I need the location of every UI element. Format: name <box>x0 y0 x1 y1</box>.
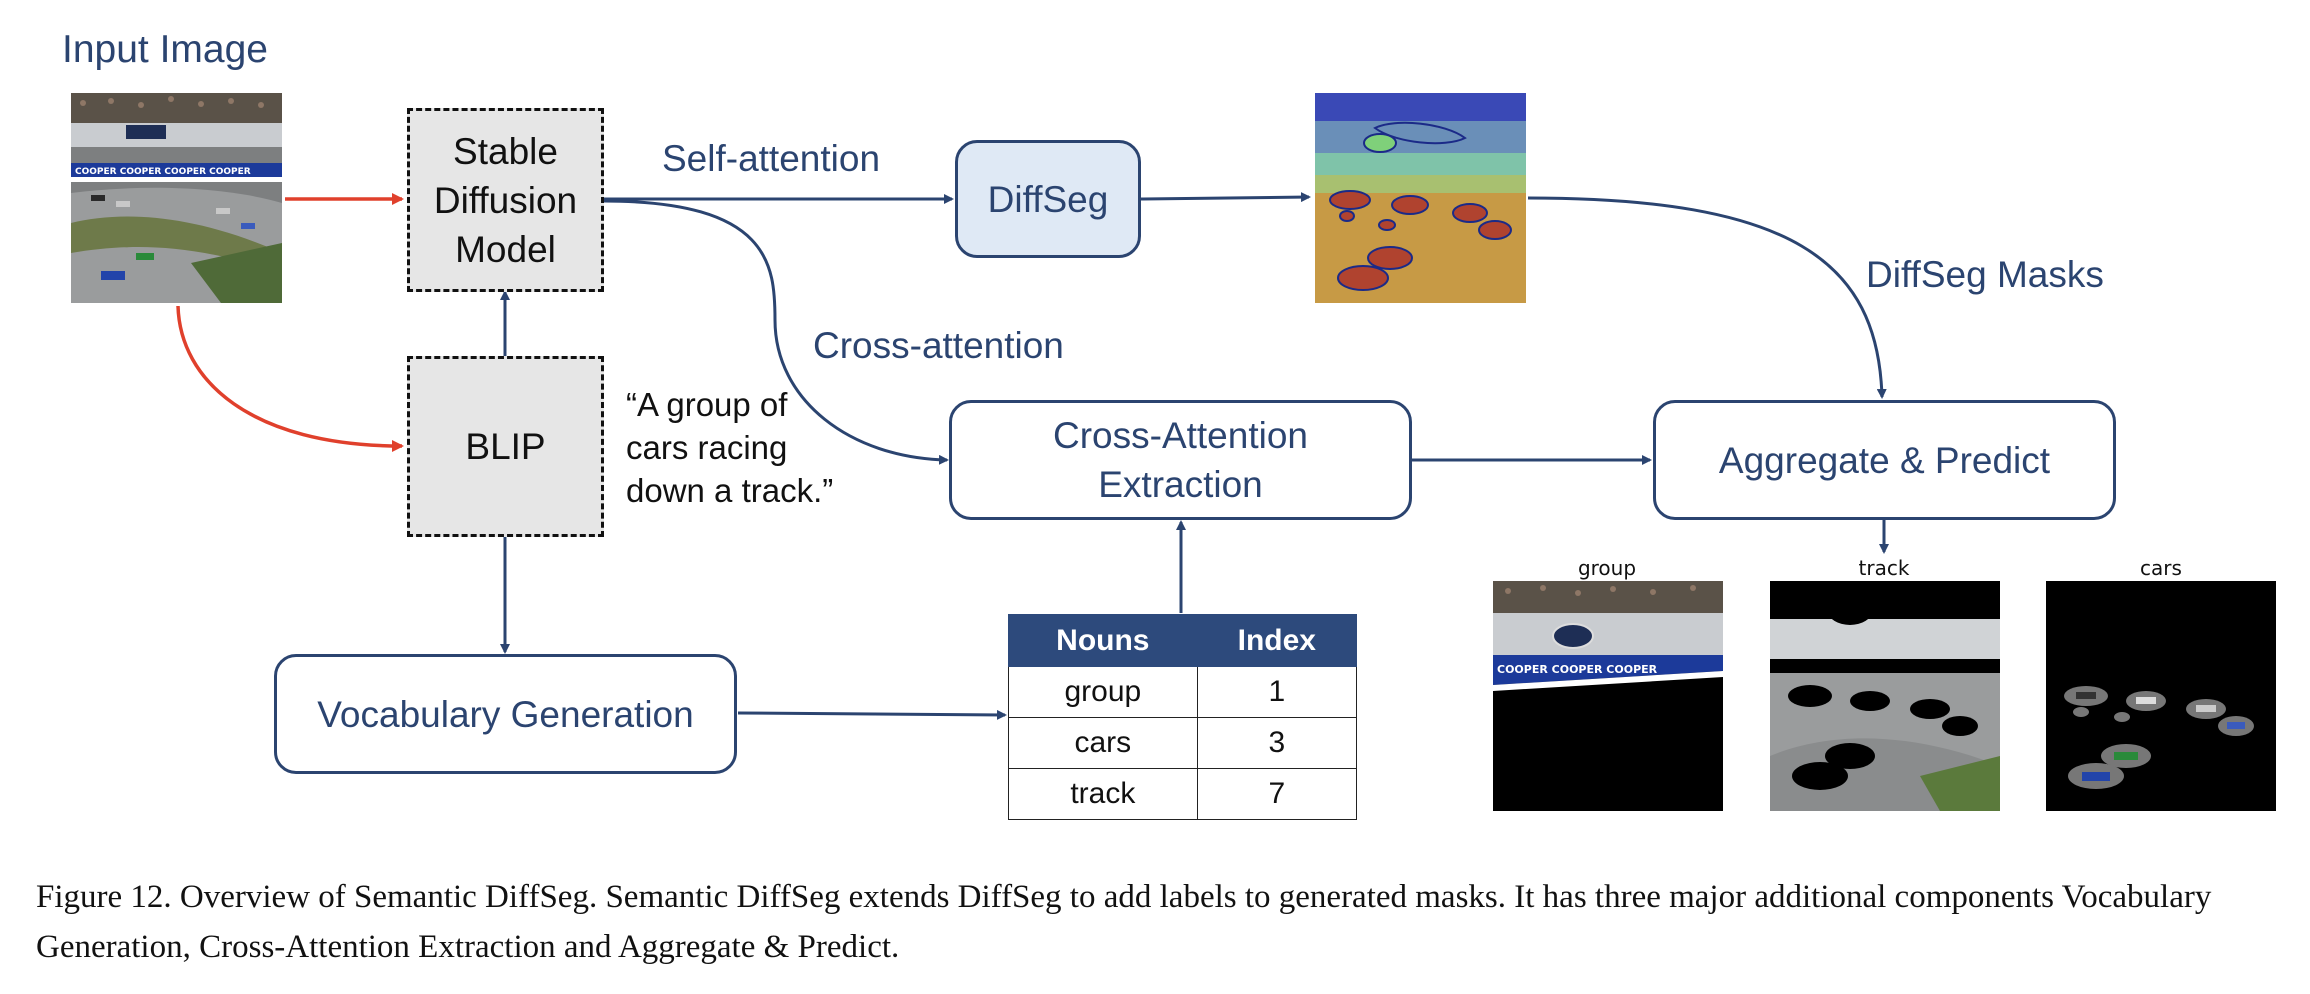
table-row: group 1 <box>1008 666 1358 718</box>
stable-diffusion-line-3: Model <box>455 228 556 270</box>
index-cell: 3 <box>1196 717 1358 769</box>
self-attention-label: Self-attention <box>662 138 881 179</box>
figure-caption: Figure 12. Overview of Semantic DiffSeg.… <box>36 879 2212 965</box>
diffseg-masks-label: DiffSeg Masks <box>1866 254 2104 295</box>
output-mask-cars <box>2046 581 2276 811</box>
nouns-header: Nouns <box>1008 614 1198 667</box>
aggregate-predict-node: Aggregate & Predict <box>1653 400 2116 520</box>
output-mask-track <box>1770 581 2000 811</box>
svg-text:COOPER COOPER COOPER: COOPER COOPER COOPER <box>1497 663 1658 676</box>
noun-cell: track <box>1008 768 1198 820</box>
arrow-input-to-blip <box>176 305 404 452</box>
aggregate-predict-label: Aggregate & Predict <box>1718 439 2051 481</box>
nouns-table: Nouns Index group 1 cars 3 track 7 <box>1008 614 1358 820</box>
table-row: track 7 <box>1008 768 1358 820</box>
quote-line-3: down a track.” <box>626 472 834 509</box>
arrow-vocab-to-table <box>737 709 1007 720</box>
stable-diffusion-line-1: Stable <box>453 130 558 172</box>
noun-cell: cars <box>1008 717 1198 769</box>
output-label-group: group <box>1577 556 1637 580</box>
input-image-label: Input Image <box>62 28 268 71</box>
nouns-table-header: Nouns Index <box>1008 614 1358 667</box>
svg-text:COOPER COOPER COOPER COOPER: COOPER COOPER COOPER COOPER <box>75 167 251 177</box>
index-cell: 1 <box>1196 666 1358 718</box>
stable-diffusion-node: Stable Diffusion Model <box>407 108 604 292</box>
noun-cell: group <box>1008 666 1198 718</box>
input-image: COOPER COOPER COOPER COOPER <box>71 93 282 303</box>
cross-attention-extraction-node: Cross-Attention Extraction <box>949 400 1412 520</box>
diffseg-node: DiffSeg <box>955 140 1141 258</box>
quote-line-2: cars racing <box>626 429 788 466</box>
index-cell: 7 <box>1196 768 1358 820</box>
stable-diffusion-line-2: Diffusion <box>433 179 578 221</box>
table-row: cars 3 <box>1008 717 1358 769</box>
arrow-cross-attention <box>603 199 949 465</box>
blip-node: BLIP <box>407 356 604 537</box>
cross-attention-label: Cross-attention <box>813 325 1064 366</box>
output-mask-group: COOPER COOPER COOPER <box>1493 581 1723 811</box>
vocabulary-generation-node: Vocabulary Generation <box>274 654 737 774</box>
vocabulary-generation-label: Vocabulary Generation <box>317 693 694 735</box>
diffseg-label: DiffSeg <box>987 178 1109 220</box>
cae-line-1: Cross-Attention <box>1053 415 1308 456</box>
quote-line-1: “A group of <box>626 386 788 423</box>
arrow-diffseg-masks <box>1527 196 1887 399</box>
output-label-track: track <box>1858 556 1910 580</box>
blip-caption-quote: “A group of cars racing down a track.” <box>626 383 833 512</box>
cae-line-2: Extraction <box>1098 464 1263 505</box>
output-label-cars: cars <box>2140 556 2182 580</box>
diffseg-mask-image <box>1315 93 1526 303</box>
arrow-diffseg-to-mask <box>1140 192 1311 203</box>
index-header: Index <box>1196 614 1358 667</box>
blip-label: BLIP <box>465 426 546 467</box>
